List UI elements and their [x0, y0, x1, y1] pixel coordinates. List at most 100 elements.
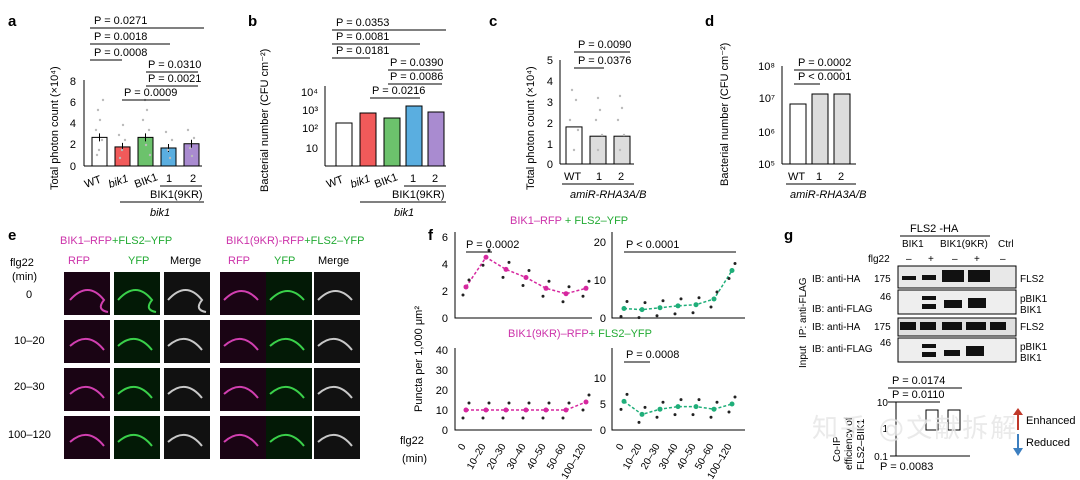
panel-d: Bacterial number (CFU cm⁻²) 10⁵ 10⁶ 10⁷ … — [719, 43, 866, 201]
f-series-point — [675, 303, 681, 309]
d-bars — [789, 93, 851, 165]
b-pval: P = 0.0390 — [390, 57, 443, 69]
f-raw-point — [727, 277, 731, 280]
f-axes-tl — [454, 232, 592, 319]
f-raw-point — [487, 248, 491, 252]
f-raw-point — [733, 395, 737, 399]
f-series-point — [463, 407, 469, 413]
f-series-point — [563, 291, 569, 297]
b-xlabel: BIK1 — [373, 171, 400, 190]
f-series-point — [621, 398, 627, 404]
g-sign: + — [974, 254, 980, 265]
c-ytick: 4 — [547, 76, 553, 88]
g-header: FLS2 -HA — [910, 223, 959, 235]
f-series-point — [483, 254, 489, 260]
f-raw-point — [673, 312, 677, 316]
f-series-point — [639, 411, 645, 417]
f-bot-rfp: BIK1(9KR)–RFP — [508, 328, 589, 340]
f-ytick: 2 — [442, 286, 448, 298]
f-series-point — [583, 285, 589, 291]
f-series-point — [523, 407, 529, 413]
e-img-yfp — [266, 272, 312, 315]
f-raw-point — [541, 416, 545, 420]
f-raw-point — [481, 416, 485, 420]
c-bar — [565, 126, 583, 165]
e-row-label: 20–30 — [14, 381, 45, 393]
f-axes-bl — [454, 348, 592, 431]
panel-label-g: g — [784, 227, 793, 244]
a-pval: P = 0.0021 — [148, 73, 201, 85]
g-band-label: FLS2 — [1020, 322, 1044, 333]
g-band-label: pBIK1 — [1020, 342, 1048, 353]
f-raw-point — [655, 415, 659, 419]
panel-label-b: b — [248, 13, 257, 30]
a-xlabel-1: 1 — [166, 173, 172, 185]
e-title2-rfp: BIK1(9KR)-RFP — [226, 235, 304, 247]
b-bar-wt — [335, 122, 353, 167]
f-raw-point — [697, 296, 701, 300]
panel-e: BIK1–RFP+FLS2–YFP BIK1(9KR)-RFP+FLS2–YFP… — [8, 235, 364, 441]
g-up-arrowhead-icon — [1013, 408, 1023, 415]
e-title1-rfp: BIK1–RFP — [60, 235, 112, 247]
panel-label-e: e — [8, 227, 16, 244]
svg-text:BIK1–RFP+FLS2–YFP: BIK1–RFP+FLS2–YFP — [60, 235, 172, 247]
g-cop-ytick: 1 — [882, 424, 888, 435]
c-pval: P = 0.0376 — [578, 55, 631, 67]
f-bot-yfp: + FLS2–YFP — [589, 328, 652, 340]
f-series-point — [563, 407, 569, 413]
a-pval: P = 0.0018 — [94, 31, 147, 43]
f-raw-point — [679, 297, 683, 301]
f-raw-point — [501, 275, 505, 279]
f-raw-point — [661, 400, 665, 404]
a-pval: P = 0.0271 — [94, 15, 147, 27]
e-img-yfp — [114, 416, 160, 459]
panel-c: Total photon count (×10⁴) 0 1 2 3 4 5 P … — [525, 39, 646, 201]
a-group1: BIK1(9KR) — [150, 189, 203, 201]
svg-text:BIK1(9KR)–RFP+ FLS2–YFP: BIK1(9KR)–RFP+ FLS2–YFP — [508, 328, 652, 340]
b-ytick: 10⁴ — [301, 87, 318, 99]
f-xtick-label: 0 — [456, 442, 469, 453]
g-blot-label: IB: anti-HA — [812, 322, 861, 333]
f-raw-point — [547, 401, 551, 405]
a-group2: bik1 — [150, 207, 170, 219]
f-raw-point — [673, 413, 677, 417]
a-pval: P = 0.0310 — [148, 59, 201, 71]
b-xlabel: 1 — [410, 173, 416, 185]
f-ytick: 4 — [442, 259, 448, 271]
c-ytick: 0 — [547, 159, 553, 171]
c-ytick: 1 — [547, 139, 553, 151]
watermark: 知乎 @文献拆解 — [812, 414, 1019, 444]
b-pval: P = 0.0081 — [336, 31, 389, 43]
a-ytick-labels: 0 2 4 6 8 — [70, 76, 76, 173]
d-pval: P = 0.0002 — [798, 57, 851, 69]
e-col-rfp2: RFP — [228, 255, 250, 267]
g-sign: – — [906, 254, 912, 265]
f-raw-point — [727, 410, 731, 414]
e-img-yfp — [266, 368, 312, 411]
c-ylabel: Total photon count (×10⁴) — [525, 66, 537, 190]
b-bar-9kr1 — [405, 105, 423, 167]
b-pval: P = 0.0216 — [372, 85, 425, 97]
a-pval: P = 0.0009 — [124, 87, 177, 99]
a-ytick: 2 — [70, 139, 76, 151]
g-down-arrowhead-icon — [1013, 448, 1023, 456]
a-ylabel: Total photon count (×10⁴) — [49, 66, 61, 190]
g-sign: + — [928, 254, 934, 265]
f-ytick: 6 — [442, 232, 448, 244]
f-raw-point — [567, 401, 571, 405]
d-ylabel: Bacterial number (CFU cm⁻²) — [719, 43, 731, 186]
f-raw-point — [619, 315, 623, 318]
svg-text:BIK1(9KR)-RFP+FLS2–YFP: BIK1(9KR)-RFP+FLS2–YFP — [226, 235, 364, 247]
a-bar — [137, 136, 154, 167]
f-raw-point — [655, 314, 659, 318]
b-group1: BIK1(9KR) — [392, 189, 445, 201]
b-ytick: 10³ — [302, 105, 318, 117]
e-row-label: 100–120 — [8, 429, 51, 441]
b-bars — [335, 105, 445, 167]
b-ylabel: Bacterial number (CFU cm⁻²) — [259, 49, 271, 192]
f-raw-point — [587, 393, 591, 397]
e-row-label: 10–20 — [14, 335, 45, 347]
e-img-yfp — [114, 320, 160, 363]
a-bars — [91, 133, 200, 167]
f-xtick-label: 0 — [614, 442, 627, 453]
